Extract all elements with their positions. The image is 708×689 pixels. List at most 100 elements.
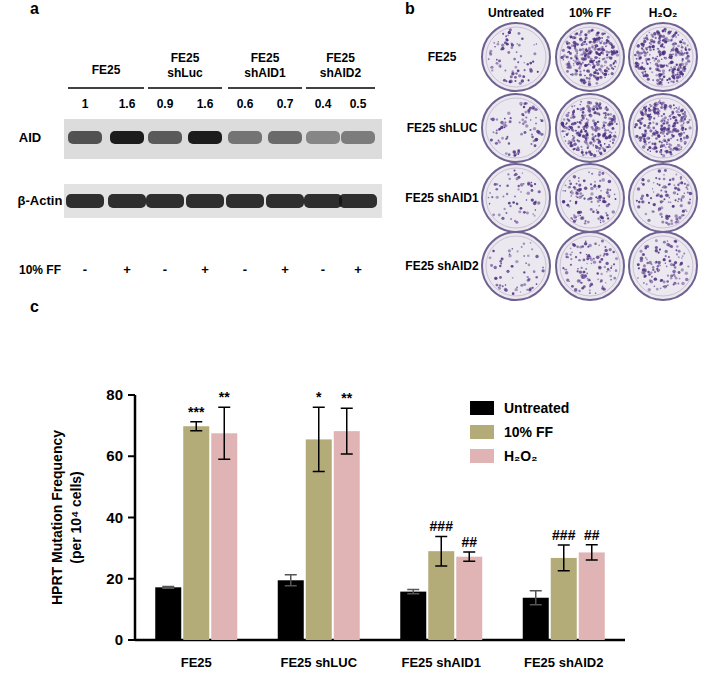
colony (660, 132, 662, 134)
colony (650, 280, 654, 284)
error-bar (463, 552, 475, 561)
x-tick-label: FE25 shAID2 (524, 655, 603, 670)
colony (535, 255, 538, 258)
colony (603, 288, 606, 291)
colony (531, 248, 533, 250)
colony (638, 267, 640, 269)
colony (574, 33, 577, 36)
colony (501, 137, 504, 140)
colony (666, 79, 668, 81)
colony (665, 40, 668, 43)
colony (614, 66, 615, 67)
colony (566, 278, 569, 281)
colony (592, 119, 595, 122)
colony (674, 214, 677, 217)
colony (674, 187, 677, 190)
colony (601, 239, 604, 242)
colony (683, 132, 685, 134)
panel-label: c (30, 298, 39, 315)
colony (668, 69, 670, 71)
colony (508, 31, 511, 34)
colony (535, 117, 536, 118)
colony (646, 60, 648, 62)
colony (514, 173, 517, 176)
colony (593, 111, 596, 114)
colony (522, 172, 523, 173)
colony (673, 122, 676, 125)
colony (687, 45, 689, 47)
colony (490, 118, 492, 120)
colony (583, 79, 585, 81)
colony (581, 57, 584, 60)
colony (658, 178, 660, 180)
colony (658, 41, 660, 43)
colony (505, 212, 507, 214)
colony (656, 83, 658, 85)
colony (662, 122, 664, 124)
colony (516, 179, 517, 180)
colony (659, 53, 662, 56)
colony (613, 63, 615, 65)
colony (647, 115, 651, 119)
colony (570, 195, 572, 197)
colony (636, 135, 638, 137)
colony (517, 69, 520, 72)
colony (649, 279, 652, 282)
plate-row-label: FE25 shAID2 (405, 259, 479, 273)
colony (563, 118, 566, 121)
colony (562, 200, 565, 203)
colony (588, 107, 591, 110)
colony (673, 68, 676, 71)
colony (609, 56, 612, 59)
colony (602, 147, 605, 150)
colony (593, 145, 594, 146)
colony (678, 198, 680, 200)
colony (657, 135, 660, 138)
plate (482, 164, 550, 232)
legend-label: H₂O₂ (504, 448, 537, 464)
colony (598, 186, 601, 189)
colony (676, 253, 678, 255)
colony (583, 198, 585, 200)
colony (591, 263, 593, 265)
colony (677, 193, 679, 195)
colony (668, 256, 670, 258)
colony (639, 122, 641, 124)
colony (683, 253, 685, 255)
colony (606, 253, 609, 256)
colony (588, 71, 590, 73)
colony (614, 194, 616, 196)
colony (601, 178, 605, 182)
significance: ## (461, 534, 477, 550)
colony (677, 69, 680, 72)
colony (613, 134, 616, 137)
panel-label: b (405, 0, 415, 17)
colony (587, 278, 590, 281)
colony (566, 70, 569, 73)
plate-row-label: FE25 shAID1 (405, 191, 479, 205)
colony (489, 52, 491, 54)
colony (574, 47, 576, 49)
colony (585, 268, 587, 270)
colony (581, 120, 583, 122)
colony (637, 277, 639, 279)
colony (598, 60, 600, 62)
colony (516, 51, 518, 53)
colony (523, 106, 525, 108)
colony (597, 76, 600, 79)
colony (586, 43, 588, 45)
colony (648, 127, 651, 130)
colony (523, 255, 525, 257)
colony (682, 39, 684, 41)
colony (603, 42, 606, 45)
error-bar (558, 545, 570, 571)
colony (522, 123, 524, 125)
colony (570, 258, 572, 260)
y-tick-label: 40 (106, 509, 123, 526)
colony (523, 62, 525, 64)
colony (535, 138, 538, 141)
colony (520, 291, 521, 292)
colony (529, 287, 532, 290)
colony (665, 215, 668, 218)
colony (651, 276, 653, 278)
